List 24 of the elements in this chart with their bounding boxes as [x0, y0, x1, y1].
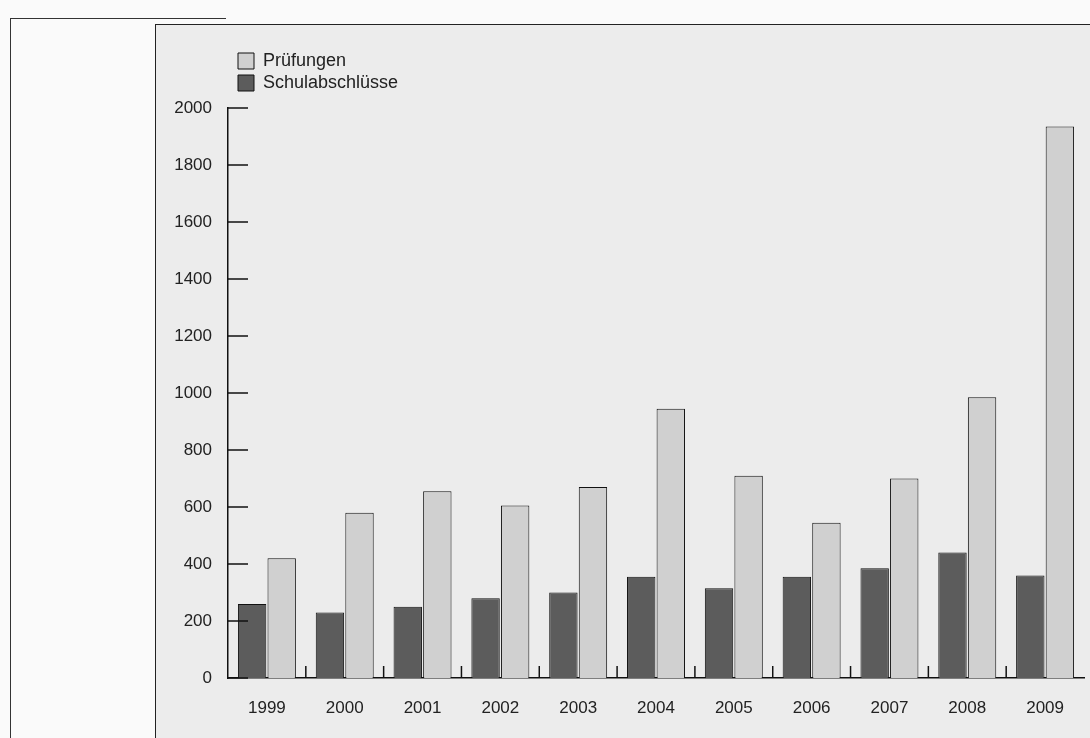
y-tick-label: 1200: [174, 325, 212, 345]
x-tick-label: 2005: [714, 697, 753, 717]
x-tick-label: 2009: [1026, 697, 1064, 717]
y-tick-label: 2000: [174, 97, 212, 117]
y-tick-label: 1800: [174, 154, 212, 174]
x-tick-label: 2008: [948, 697, 987, 717]
x-tick-label: 2003: [559, 697, 598, 717]
x-tick-label: 2007: [870, 697, 909, 717]
y-tick-label: 200: [183, 610, 212, 630]
y-tick-label: 800: [183, 439, 212, 459]
x-tick-label: 2000: [325, 697, 364, 717]
x-tick-label: 1999: [248, 697, 286, 717]
y-tick-label: 1600: [174, 211, 212, 231]
y-tick-label: 400: [183, 553, 212, 573]
y-tick-label: 0: [202, 667, 212, 687]
y-tick-label: 1400: [174, 268, 212, 288]
x-tick-label: 2006: [792, 697, 831, 717]
legend-label: Prüfungen: [263, 49, 347, 70]
x-tick-label: 2001: [403, 697, 442, 717]
y-tick-label: 1000: [174, 382, 212, 402]
x-tick-label: 2002: [481, 697, 520, 717]
y-tick-label: 600: [183, 496, 212, 516]
x-tick-label: 2004: [637, 697, 675, 717]
legend-label: Schulabschlüsse: [263, 71, 399, 92]
